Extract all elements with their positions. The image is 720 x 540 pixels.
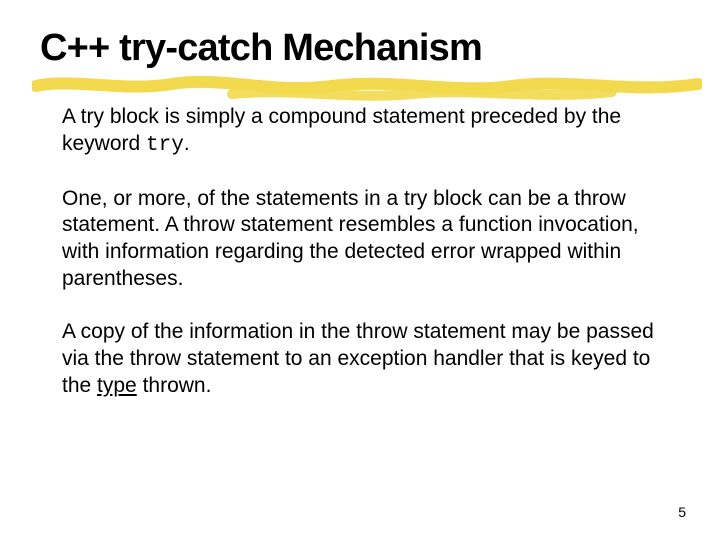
slide-title: C++ try-catch Mechanism — [40, 28, 680, 70]
title-underline-brush — [32, 64, 702, 104]
p3-text-b: thrown. — [137, 374, 212, 397]
title-block: C++ try-catch Mechanism — [40, 28, 680, 70]
p3-underlined-type: type — [97, 374, 137, 397]
p1-code-try: try — [146, 134, 184, 157]
paragraph-1: A try block is simply a compound stateme… — [62, 104, 662, 160]
paragraph-3: A copy of the information in the throw s… — [62, 319, 662, 400]
p1-text-b: . — [184, 132, 190, 155]
slide-body: A try block is simply a compound stateme… — [40, 104, 680, 400]
page-number: 5 — [678, 504, 686, 520]
slide: C++ try-catch Mechanism A try block is s… — [0, 0, 720, 540]
paragraph-2: One, or more, of the statements in a try… — [62, 186, 662, 294]
